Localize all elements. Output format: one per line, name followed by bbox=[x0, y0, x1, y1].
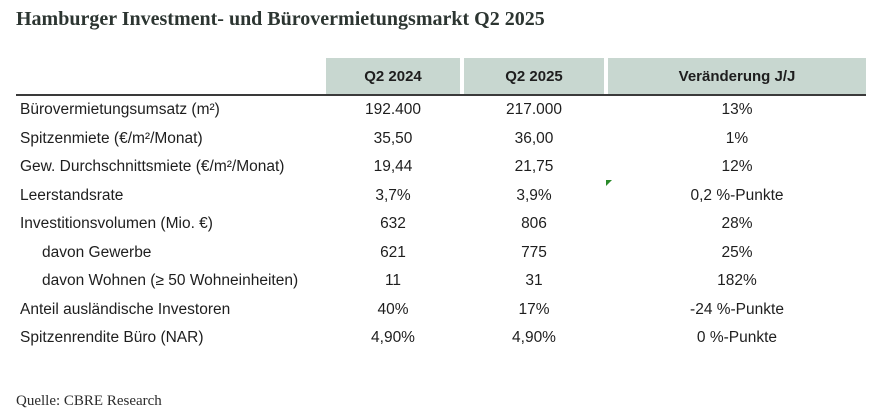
cell-q2-2024: 40% bbox=[377, 300, 409, 318]
market-table: Q2 2024 Q2 2025 Veränderung J/J Büroverm… bbox=[16, 58, 866, 353]
cell-change: 182% bbox=[717, 272, 757, 290]
cell-q2-2024: 19,44 bbox=[373, 158, 413, 176]
cell-change: 13% bbox=[721, 101, 753, 119]
table-row: Spitzenmiete (€/m²/Monat) 35,50 36,00 1% bbox=[16, 124, 866, 153]
table-row: Leerstandsrate 3,7% 3,9% 0,2 %-Punkte bbox=[16, 181, 866, 210]
row-label: Gew. Durchschnittsmiete (€/m²/Monat) bbox=[20, 158, 285, 176]
cell-q2-2024: 621 bbox=[380, 243, 406, 261]
cell-q2-2025: 21,75 bbox=[514, 158, 554, 176]
cell-change: 28% bbox=[721, 215, 753, 233]
cell-change: 0 %-Punkte bbox=[696, 329, 778, 347]
table-row: Gew. Durchschnittsmiete (€/m²/Monat) 19,… bbox=[16, 153, 866, 182]
cell-q2-2025: 4,90% bbox=[512, 329, 556, 347]
cell-q2-2024: 3,7% bbox=[375, 186, 411, 204]
cell-q2-2025: 17% bbox=[518, 300, 550, 318]
table-row: Bürovermietungsumsatz (m²) 192.400 217.0… bbox=[16, 96, 866, 125]
cell-q2-2025: 3,9% bbox=[516, 186, 552, 204]
cell-q2-2024: 4,90% bbox=[371, 329, 415, 347]
row-label: Spitzenmiete (€/m²/Monat) bbox=[20, 129, 203, 147]
cell-change: 0,2 %-Punkte bbox=[690, 186, 784, 204]
row-label: Bürovermietungsumsatz (m²) bbox=[20, 101, 220, 119]
table-row: davon Gewerbe 621 775 25% bbox=[16, 238, 866, 267]
cell-q2-2024: 35,50 bbox=[373, 129, 413, 147]
column-header-q2-2024: Q2 2024 bbox=[326, 58, 460, 96]
page-title: Hamburger Investment- und Bürovermietung… bbox=[16, 8, 545, 30]
cell-q2-2025: 217.000 bbox=[505, 101, 563, 119]
row-label: Leerstandsrate bbox=[20, 186, 124, 204]
cell-q2-2025: 806 bbox=[521, 215, 547, 233]
row-label: Spitzenrendite Büro (NAR) bbox=[20, 329, 204, 347]
cell-change: -24 %-Punkte bbox=[690, 300, 784, 318]
table-row: davon Wohnen (≥ 50 Wohneinheiten) 11 31 … bbox=[16, 267, 866, 296]
cell-q2-2024: 11 bbox=[384, 272, 402, 290]
label-column-header bbox=[16, 58, 322, 96]
cell-change: 1% bbox=[725, 129, 749, 147]
cell-change: 12% bbox=[721, 158, 753, 176]
table-row: Spitzenrendite Büro (NAR) 4,90% 4,90% 0 … bbox=[16, 324, 866, 353]
cell-q2-2025: 36,00 bbox=[514, 129, 554, 147]
row-label: Anteil ausländische Investoren bbox=[20, 300, 231, 318]
table-row: Anteil ausländische Investoren 40% 17% -… bbox=[16, 295, 866, 324]
row-label: davon Gewerbe bbox=[42, 243, 152, 261]
cell-q2-2024: 192.400 bbox=[364, 101, 422, 119]
table-row: Investitionsvolumen (Mio. €) 632 806 28% bbox=[16, 210, 866, 239]
column-header-change: Veränderung J/J bbox=[608, 58, 866, 96]
cell-comment-marker-icon bbox=[606, 180, 612, 186]
table-header-row: Q2 2024 Q2 2025 Veränderung J/J bbox=[16, 58, 866, 96]
row-label: davon Wohnen (≥ 50 Wohneinheiten) bbox=[42, 272, 299, 290]
column-header-q2-2025: Q2 2025 bbox=[464, 58, 604, 96]
cell-change: 25% bbox=[721, 243, 753, 261]
cell-q2-2024: 632 bbox=[380, 215, 406, 233]
row-label: Investitionsvolumen (Mio. €) bbox=[20, 215, 213, 233]
cell-q2-2025: 775 bbox=[521, 243, 547, 261]
cell-q2-2025: 31 bbox=[525, 272, 543, 290]
source-note: Quelle: CBRE Research bbox=[16, 393, 162, 409]
